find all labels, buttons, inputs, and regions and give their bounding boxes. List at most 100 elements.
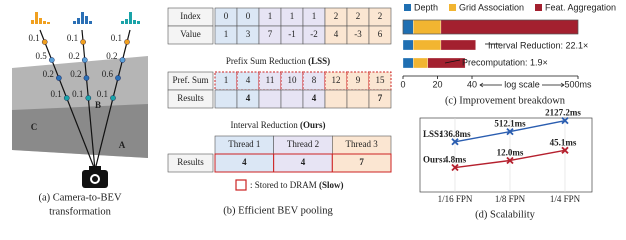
value-label: 2127.2ms <box>545 108 581 118</box>
cell-value: 2 <box>356 11 361 21</box>
prob-label: 0.1 <box>97 89 108 99</box>
depth-icon-bar <box>31 20 34 24</box>
cell-value: 2 <box>378 11 383 21</box>
title-method: (LSS) <box>308 56 330 66</box>
cell <box>368 25 392 45</box>
cell-value: 4 <box>334 29 339 39</box>
depth-point <box>83 75 90 81</box>
thread-result: 4 <box>301 157 306 167</box>
row-label: Results <box>177 93 204 103</box>
prob-label: 0.1 <box>50 89 61 99</box>
break-arrows <box>479 82 565 88</box>
depth-icon-bar <box>137 21 140 24</box>
row-label-box <box>167 153 214 173</box>
point-marker <box>451 163 459 172</box>
value-label: 136.8ms <box>439 129 471 139</box>
prob-label: 0.2 <box>106 51 117 61</box>
point-marker <box>561 146 569 154</box>
cell-value: 10 <box>288 75 298 85</box>
bar-segment <box>413 19 442 35</box>
cell-value: 1 <box>268 11 273 21</box>
point-marker <box>506 156 514 165</box>
cell-value: 7 <box>268 29 273 39</box>
prob-label: 0.1 <box>67 33 78 43</box>
cell-value: 4 <box>312 93 317 103</box>
series-name: LSS: <box>423 129 442 139</box>
depth-icon-bar <box>47 22 50 24</box>
depth-point <box>115 75 121 81</box>
prob-label: 0.5 <box>36 51 48 61</box>
cell-value: -3 <box>354 29 362 39</box>
x-tick-label: 1/16 FPN <box>438 194 473 204</box>
bar-segment <box>402 39 414 51</box>
cell-value: 11 <box>266 75 275 85</box>
cell <box>324 89 348 109</box>
depth-point <box>41 39 48 45</box>
value-label: 45.1ms <box>550 137 577 147</box>
thread-label: Thread 3 <box>346 139 379 149</box>
point-letter: A <box>119 140 126 150</box>
prob-label: 0.1 <box>28 33 39 43</box>
depth-point <box>110 95 116 101</box>
depth-icon-bar <box>35 12 38 24</box>
legend-label: Feat. Aggregation <box>545 2 616 12</box>
prob-label: 0.1 <box>111 33 122 43</box>
caption: (d) Scalability <box>475 209 536 220</box>
section-title: Interval Reduction (Ours) <box>231 120 326 130</box>
cell-value: 1 <box>224 75 229 85</box>
series-name: Ours: <box>423 155 446 165</box>
thread-result: 7 <box>359 157 364 167</box>
cell-value: 15 <box>376 75 386 85</box>
depth-icon-bar <box>43 21 46 24</box>
cell-value: 6 <box>378 29 383 39</box>
bar-segment <box>413 57 428 69</box>
legend-swatch <box>235 179 247 191</box>
cell-value: 8 <box>312 75 317 85</box>
point-marker <box>451 138 459 146</box>
cell-value: -1 <box>288 29 296 39</box>
annotation-arrow <box>444 59 461 64</box>
row-label: Value <box>180 29 201 39</box>
point-marker <box>506 127 514 136</box>
depth-point <box>85 95 92 101</box>
legend-plain: : Stored to DRAM <box>250 180 317 190</box>
depth-point <box>63 95 70 101</box>
point-letter: C <box>31 122 38 132</box>
thread-label: Thread 1 <box>228 139 260 149</box>
title-text: Prefix Sum Reduction <box>226 56 306 66</box>
title-text: Interval Reduction <box>231 120 299 130</box>
point-letter: B <box>95 100 101 110</box>
row-label: Results <box>177 157 204 167</box>
x-tick-label: 500ms <box>564 79 592 89</box>
depth-icon-bar <box>85 16 88 24</box>
depth-point <box>119 57 126 63</box>
cell-value: 1 <box>290 11 295 21</box>
prob-label: 0.2 <box>70 69 81 79</box>
row-label: Pref. Sum <box>173 75 209 85</box>
value-label: 512.1ms <box>494 119 526 129</box>
cell-value: 7 <box>378 93 383 103</box>
depth-icon-bar <box>39 18 42 24</box>
thread-result: 4 <box>242 157 247 167</box>
cell <box>346 89 370 109</box>
cell-value: -2 <box>310 29 318 39</box>
bar-segment <box>402 57 414 69</box>
legend-swatch <box>449 4 456 11</box>
legend-swatch <box>535 4 542 11</box>
depth-point <box>56 75 62 81</box>
x-tick-label: 1/4 FPN <box>550 194 581 204</box>
value-label: 12.0ms <box>497 148 524 158</box>
cell <box>258 89 282 109</box>
annotation: Precomputation: 1.9× <box>462 57 548 67</box>
x-tick-label: 1/8 FPN <box>495 194 526 204</box>
depth-icon-bar <box>125 19 128 24</box>
depth-icon-bar <box>81 12 84 24</box>
caption: (c) Improvement breakdown <box>445 95 566 106</box>
bar-outline <box>402 19 579 35</box>
section-title: Prefix Sum Reduction (LSS) <box>226 56 330 66</box>
title-method: (Ours) <box>300 120 326 130</box>
row-label-box <box>167 25 214 45</box>
depth-icon-bar <box>129 12 132 24</box>
bar-segment <box>413 39 442 51</box>
caption: (b) Efficient BEV pooling <box>223 205 333 216</box>
